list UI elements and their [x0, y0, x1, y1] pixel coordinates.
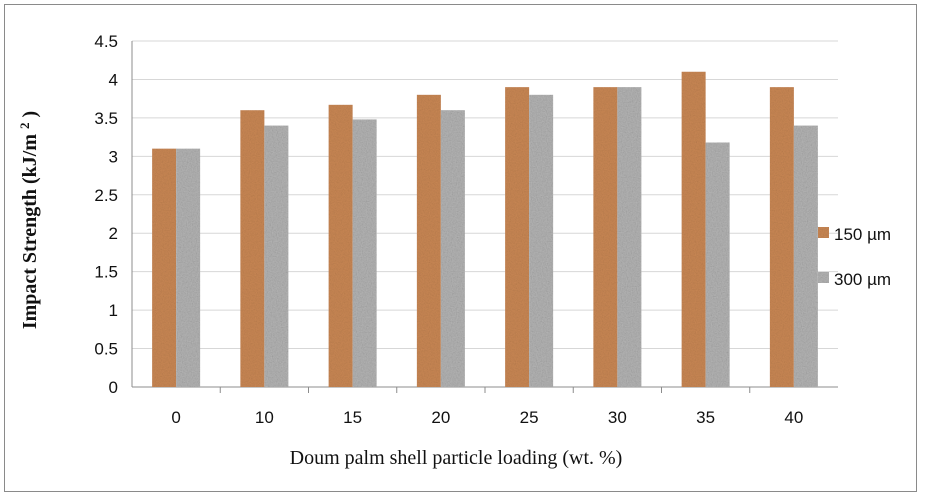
y-axis-tick-labels: 0 0.5 1 1.5 2 2.5 3 3.5 4 4.5 [94, 32, 118, 397]
x-axis-title: Doum palm shell particle loading (wt. %) [290, 447, 623, 469]
x-tick-label-30: 30 [608, 408, 627, 427]
y-tick-label-9: 4.5 [94, 32, 118, 51]
y-axis-title-main: Impact Strength (kJ/m [19, 134, 41, 330]
bar-300um-25 [529, 94, 554, 388]
x-axis-tick-labels: 0 10 15 20 25 30 35 40 [171, 408, 803, 427]
bar-150um-0 [152, 148, 177, 387]
bar-300um-35 [705, 142, 730, 387]
axes [131, 41, 838, 393]
gridlines [132, 40, 838, 350]
bars [152, 71, 818, 388]
bar-300um-20 [440, 110, 465, 387]
x-tick-label-0: 0 [171, 408, 180, 427]
bar-150um-40 [769, 87, 794, 387]
x-tick-label-40: 40 [784, 408, 803, 427]
bar-300um-10 [264, 125, 289, 388]
bar-300um-0 [176, 148, 201, 387]
bar-150um-10 [240, 110, 265, 387]
y-axis-title: Impact Strength (kJ/m 2 ) [17, 111, 42, 329]
x-tick-label-10: 10 [255, 408, 274, 427]
y-tick-label-1: 0.5 [94, 340, 118, 359]
x-tick-label-25: 25 [520, 408, 539, 427]
y-tick-label-6: 3 [109, 147, 118, 166]
y-tick-label-8: 4 [109, 70, 118, 89]
y-tick-label-3: 1.5 [94, 263, 118, 282]
y-tick-label-2: 1 [109, 301, 118, 320]
bar-150um-15 [328, 104, 353, 387]
legend-label-150um: 150 µm [834, 225, 891, 244]
y-tick-label-4: 2 [109, 224, 118, 243]
bar-150um-30 [593, 87, 618, 387]
legend-label-300um: 300 µm [834, 270, 891, 289]
bar-300um-30 [617, 87, 642, 387]
legend: 150 µm 300 µm [818, 225, 891, 289]
y-axis-title-superscript: 2 [17, 122, 32, 129]
y-axis-title-close: ) [19, 111, 41, 118]
x-tick-label-15: 15 [343, 408, 362, 427]
y-tick-label-0: 0 [109, 378, 118, 397]
x-tick-label-35: 35 [696, 408, 715, 427]
bar-150um-25 [505, 87, 530, 387]
bar-300um-40 [793, 125, 818, 388]
bar-150um-20 [416, 94, 441, 388]
legend-swatch-150um [818, 227, 829, 238]
y-tick-label-7: 3.5 [94, 109, 118, 128]
bar-300um-15 [352, 119, 377, 387]
x-tick-label-20: 20 [431, 408, 450, 427]
bar-150um-35 [681, 71, 706, 387]
y-tick-label-5: 2.5 [94, 186, 118, 205]
legend-swatch-300um [818, 272, 829, 283]
